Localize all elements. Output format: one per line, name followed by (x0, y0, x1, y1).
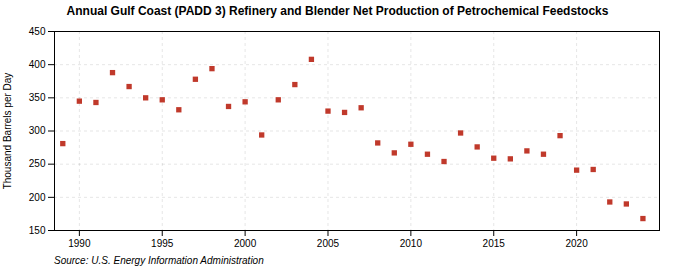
svg-text:2005: 2005 (317, 238, 340, 249)
svg-text:1995: 1995 (151, 238, 174, 249)
svg-text:1990: 1990 (68, 238, 91, 249)
svg-text:300: 300 (29, 125, 46, 136)
svg-text:2000: 2000 (234, 238, 257, 249)
svg-text:Thousand Barrels per Day: Thousand Barrels per Day (2, 73, 13, 190)
svg-text:250: 250 (29, 158, 46, 169)
html-text:Source: U.S. Energy Informatio: Source: U.S. Energy Information Administ… (54, 255, 264, 266)
html-text:Annual Gulf Coast (PADD 3) Ref: Annual Gulf Coast (PADD 3) Refinery and … (66, 4, 609, 18)
svg-text:400: 400 (29, 59, 46, 70)
svg-text:350: 350 (29, 92, 46, 103)
svg-text:150: 150 (29, 225, 46, 236)
svg-text:2010: 2010 (400, 238, 423, 249)
svg-text:2015: 2015 (483, 238, 506, 249)
svg-text:200: 200 (29, 192, 46, 203)
svg-text:450: 450 (29, 26, 46, 37)
svg-text:2020: 2020 (565, 238, 588, 249)
